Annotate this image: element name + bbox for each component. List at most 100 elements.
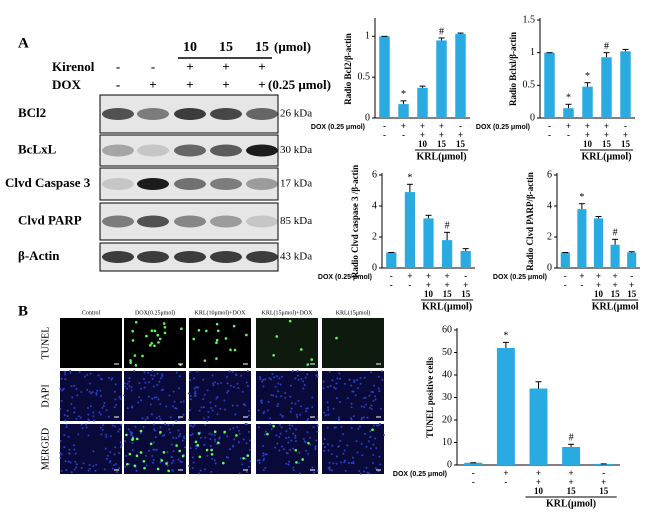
nucleus bbox=[288, 424, 291, 427]
nucleus bbox=[100, 378, 103, 381]
nucleus bbox=[64, 419, 67, 422]
treatment-cell: + bbox=[536, 477, 541, 487]
nucleus bbox=[377, 470, 380, 473]
nucleus bbox=[242, 403, 245, 406]
nucleus bbox=[159, 418, 162, 421]
nucleus bbox=[139, 432, 142, 435]
micro-image bbox=[124, 371, 186, 421]
treatment-cell: + bbox=[186, 59, 193, 74]
nucleus bbox=[346, 397, 349, 400]
nucleus bbox=[374, 467, 377, 470]
nucleus bbox=[123, 382, 126, 385]
nucleus bbox=[196, 370, 199, 373]
band-name: Clvd PARP bbox=[18, 212, 82, 227]
nucleus bbox=[86, 373, 89, 376]
nucleus bbox=[95, 463, 98, 466]
y-tick-label: 0 bbox=[372, 262, 377, 273]
nucleus bbox=[381, 378, 384, 381]
nucleus bbox=[66, 409, 69, 412]
nucleus bbox=[267, 401, 270, 404]
nucleus bbox=[175, 436, 178, 439]
treatment-cell: + bbox=[585, 121, 590, 131]
nucleus bbox=[374, 437, 377, 440]
bar bbox=[436, 40, 447, 118]
row-label: DAPI bbox=[40, 384, 51, 407]
nucleus bbox=[248, 448, 251, 451]
tunel-dot bbox=[167, 469, 171, 473]
nucleus bbox=[80, 390, 83, 393]
treatment-cell: 15 bbox=[443, 289, 453, 299]
nucleus bbox=[143, 386, 146, 389]
tunel-dot bbox=[163, 331, 167, 335]
nucleus bbox=[275, 395, 278, 398]
tunel-dot bbox=[162, 451, 166, 454]
nucleus bbox=[162, 388, 165, 391]
nucleus bbox=[173, 400, 176, 403]
nucleus bbox=[233, 438, 236, 441]
nucleus bbox=[296, 370, 299, 373]
nucleus bbox=[362, 416, 365, 419]
treatment-cell: - bbox=[383, 130, 386, 140]
nucleus bbox=[92, 419, 95, 422]
tunel-dot bbox=[142, 460, 146, 463]
tunel-dot bbox=[133, 354, 137, 357]
y-tick-label: 1 bbox=[365, 31, 370, 42]
nucleus bbox=[164, 423, 167, 426]
nucleus bbox=[323, 446, 326, 449]
tunel-dot bbox=[233, 348, 237, 352]
treatment-cell: 15 bbox=[621, 139, 631, 149]
bar bbox=[529, 388, 548, 465]
nucleus bbox=[59, 387, 62, 390]
nucleus bbox=[118, 466, 121, 469]
nucleus bbox=[153, 428, 156, 431]
nucleus bbox=[298, 451, 301, 454]
dose-unit: (μmol) bbox=[274, 39, 311, 54]
nucleus bbox=[158, 380, 161, 383]
nucleus bbox=[311, 396, 314, 399]
tunel-dot bbox=[157, 341, 160, 344]
micro-image bbox=[189, 371, 251, 421]
nucleus bbox=[204, 436, 207, 439]
nucleus bbox=[236, 404, 239, 407]
tunel-dot bbox=[149, 344, 152, 347]
nucleus bbox=[244, 457, 247, 460]
nucleus bbox=[159, 461, 162, 464]
tunel-dot bbox=[307, 441, 310, 445]
nucleus bbox=[80, 423, 83, 426]
nucleus bbox=[214, 440, 217, 443]
nucleus bbox=[306, 419, 309, 422]
bar bbox=[563, 108, 574, 118]
nucleus bbox=[109, 435, 112, 438]
nucleus bbox=[98, 411, 101, 414]
nucleus bbox=[362, 397, 365, 400]
nucleus bbox=[64, 460, 67, 463]
nucleus bbox=[278, 377, 281, 380]
nucleus bbox=[66, 414, 69, 417]
nucleus bbox=[294, 402, 297, 405]
nucleus bbox=[114, 446, 117, 449]
significance-mark: * bbox=[407, 173, 412, 184]
nucleus bbox=[144, 418, 147, 421]
nucleus bbox=[241, 390, 244, 393]
nucleus bbox=[138, 396, 141, 399]
blot-band bbox=[174, 178, 206, 190]
nucleus bbox=[377, 387, 380, 390]
nucleus bbox=[102, 404, 105, 407]
nucleus bbox=[135, 469, 138, 472]
nucleus bbox=[124, 465, 127, 468]
nucleus bbox=[284, 392, 287, 395]
nucleus bbox=[142, 377, 145, 380]
nucleus bbox=[177, 458, 180, 461]
group-label: KRL(μmol) bbox=[581, 151, 631, 162]
bar bbox=[577, 209, 587, 268]
nucleus bbox=[79, 416, 82, 419]
nucleus bbox=[125, 454, 128, 457]
nucleus bbox=[285, 462, 288, 465]
nucleus bbox=[192, 425, 195, 428]
tunel-dot bbox=[160, 459, 164, 462]
nucleus bbox=[151, 397, 154, 400]
treatment-cell: - bbox=[564, 271, 567, 281]
nucleus bbox=[263, 433, 266, 436]
blot-band bbox=[174, 215, 206, 228]
nucleus bbox=[216, 413, 219, 416]
